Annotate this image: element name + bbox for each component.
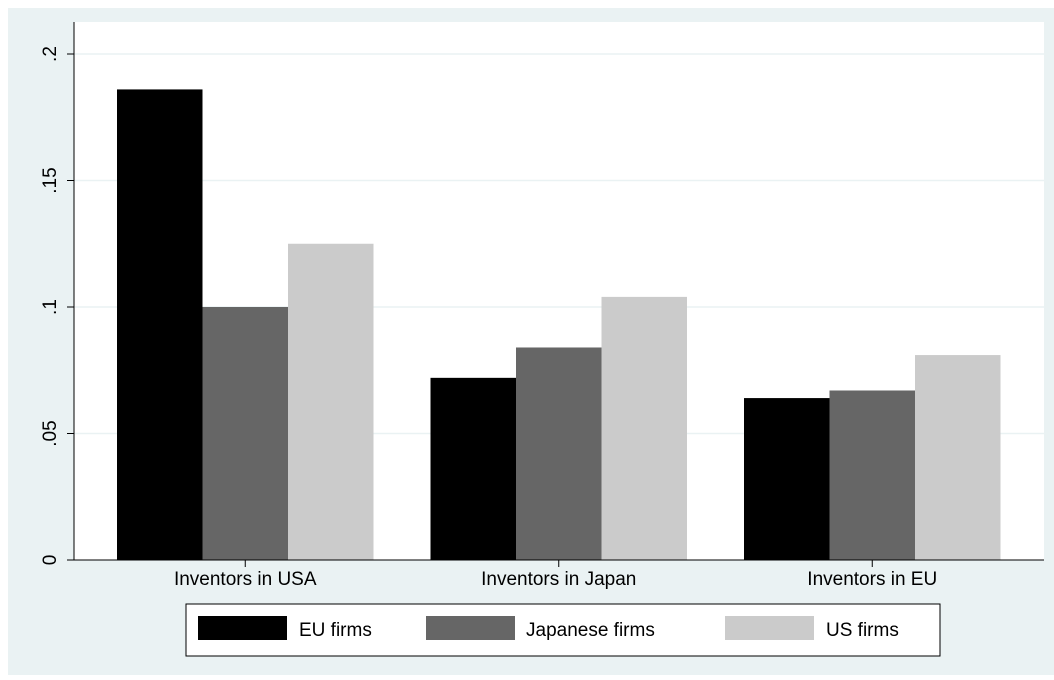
legend-box <box>185 603 941 657</box>
bars <box>117 89 1001 561</box>
legend-label: Japanese firms <box>526 620 655 641</box>
y-ticks: 0 .05 .1 .15 .2 <box>40 46 74 565</box>
x-ticks: Inventors in USA Inventors in Japan Invent… <box>174 560 937 590</box>
legend-swatch <box>725 616 814 640</box>
x-tick-label: Inventors in USA <box>174 569 317 590</box>
x-tick-label: Inventors in EU <box>807 569 937 590</box>
legend-swatch <box>426 616 515 640</box>
bar-japanese-firms <box>829 390 915 560</box>
y-tick-label: .1 <box>40 299 61 315</box>
bar-japanese-firms <box>202 307 288 560</box>
bar-us-firms <box>601 296 687 560</box>
legend-swatch <box>198 616 287 640</box>
legend: EU firms Japanese firms US firms <box>185 603 941 657</box>
bar-us-firms <box>288 243 374 560</box>
bar-japanese-firms <box>516 347 602 560</box>
bar-eu-firms <box>430 377 516 560</box>
legend-entries: EU firms Japanese firms US firms <box>198 616 899 641</box>
y-tick-label: .05 <box>40 420 61 446</box>
bar-eu-firms <box>117 89 203 561</box>
legend-label: EU firms <box>299 620 372 641</box>
y-tick-label: .2 <box>40 46 61 62</box>
y-tick-label: 0 <box>40 555 61 566</box>
legend-label: US firms <box>826 620 899 641</box>
bar-eu-firms <box>744 398 830 560</box>
bar-us-firms <box>915 355 1001 560</box>
x-tick-label: Inventors in Japan <box>481 569 636 590</box>
y-tick-label: .15 <box>40 167 61 193</box>
